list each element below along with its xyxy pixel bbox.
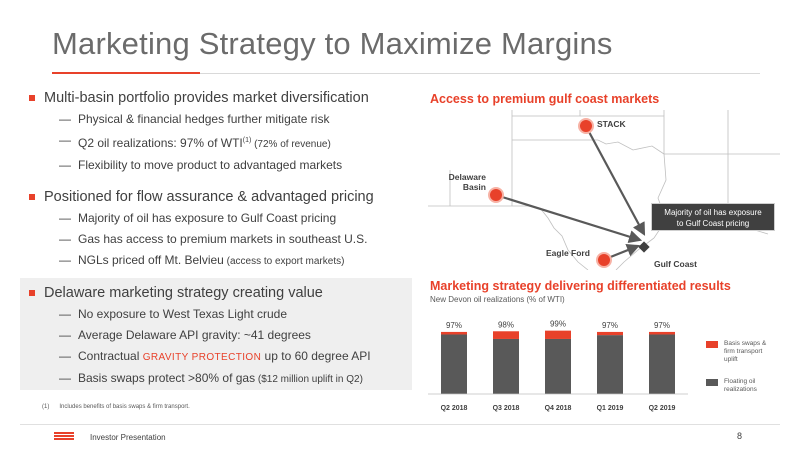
sub-bullet: NGLs priced off Mt. Belvieu (access to e… <box>26 250 416 272</box>
map-section-heading: Access to premium gulf coast markets <box>430 92 660 106</box>
legend-swatch <box>706 379 718 386</box>
bar-total-label: 97% <box>654 321 670 330</box>
company-logo-icon <box>54 432 74 442</box>
sub-bullet: Q2 oil realizations: 97% of WTI(1) (72% … <box>26 130 416 155</box>
bar-segment <box>493 338 519 394</box>
x-tick-label: Q3 2018 <box>493 405 520 412</box>
sub-bullet: Majority of oil has exposure to Gulf Coa… <box>26 208 416 229</box>
x-tick-label: Q1 2019 <box>597 405 624 412</box>
legend-item-floating-oil: Floating oil realizations <box>700 378 780 394</box>
bar-segment <box>649 334 675 394</box>
realizations-bar-chart: 97% Q2 2018 98% Q3 2018 99% Q4 2018 97% Q1 2019… <box>428 320 688 412</box>
gulf-coast-callout: Majority of oil has exposure to Gulf Coa… <box>651 203 775 231</box>
bar-total-label: 99% <box>550 320 566 329</box>
page-title: Marketing Strategy to Maximize Margins <box>52 26 613 61</box>
bar-segment <box>545 338 571 394</box>
footnote: (1) Includes benefits of basis swaps & fi… <box>42 404 190 410</box>
bar-segment <box>597 331 623 336</box>
basin-markers <box>488 118 612 268</box>
x-tick-label: Q2 2019 <box>649 405 676 412</box>
map-label-stack: STACK <box>597 119 626 129</box>
legend-swatch <box>706 341 718 348</box>
bullet-heading-1: Multi-basin portfolio provides market di… <box>26 88 416 109</box>
sub-bullet: Flexibility to move product to advantage… <box>26 155 416 176</box>
bar-total-label: 98% <box>498 320 514 329</box>
sub-bullet: Basis swaps protect >80% of gas ($12 mil… <box>26 368 416 390</box>
bar-segment <box>545 330 571 339</box>
footer-text: Investor Presentation <box>90 433 166 442</box>
page-number: 8 <box>737 431 743 441</box>
bullet-list: Multi-basin portfolio provides market di… <box>26 88 416 390</box>
bar-segment <box>597 335 623 394</box>
map-label-eagle-ford: Eagle Ford <box>546 248 590 258</box>
chart-legend: Basis swaps & firm transport uplift Floa… <box>700 340 780 394</box>
bullet-heading-3: Delaware marketing strategy creating val… <box>26 283 416 304</box>
bar-segment <box>493 331 519 339</box>
bar-total-label: 97% <box>602 321 618 330</box>
bar-segment <box>441 331 467 335</box>
x-tick-label: Q4 2018 <box>545 405 572 412</box>
sub-bullet: Physical & financial hedges further miti… <box>26 109 416 130</box>
sub-bullet: Contractual GRAVITY PROTECTION up to 60 … <box>26 346 416 368</box>
title-accent-rule <box>52 72 200 74</box>
bar-segment <box>441 334 467 394</box>
map-label-gulf-coast: Gulf Coast <box>654 259 697 269</box>
sub-bullet: No exposure to West Texas Light crude <box>26 304 416 325</box>
x-tick-label: Q2 2018 <box>441 405 468 412</box>
chart-subheading: New Devon oil realizations (% of WTI) <box>430 295 565 304</box>
chart-section-heading: Marketing strategy delivering differenti… <box>430 279 731 293</box>
sub-bullet: Average Delaware API gravity: ~41 degree… <box>26 325 416 346</box>
gulf-coast-marker <box>638 241 650 253</box>
footer-rule <box>20 424 780 425</box>
stack-marker <box>578 118 594 134</box>
delaware-basin-marker <box>488 187 504 203</box>
bar-total-label: 97% <box>446 321 462 330</box>
legend-item-basis-swaps: Basis swaps & firm transport uplift <box>700 340 780 364</box>
bar-segment <box>649 331 675 335</box>
map-label-delaware: Delaware Basin <box>448 172 486 192</box>
bullet-heading-2: Positioned for flow assurance & advantag… <box>26 187 416 208</box>
title-rule <box>200 72 760 74</box>
sub-bullet: Gas has access to premium markets in sou… <box>26 229 416 250</box>
eagle-ford-marker <box>596 252 612 268</box>
